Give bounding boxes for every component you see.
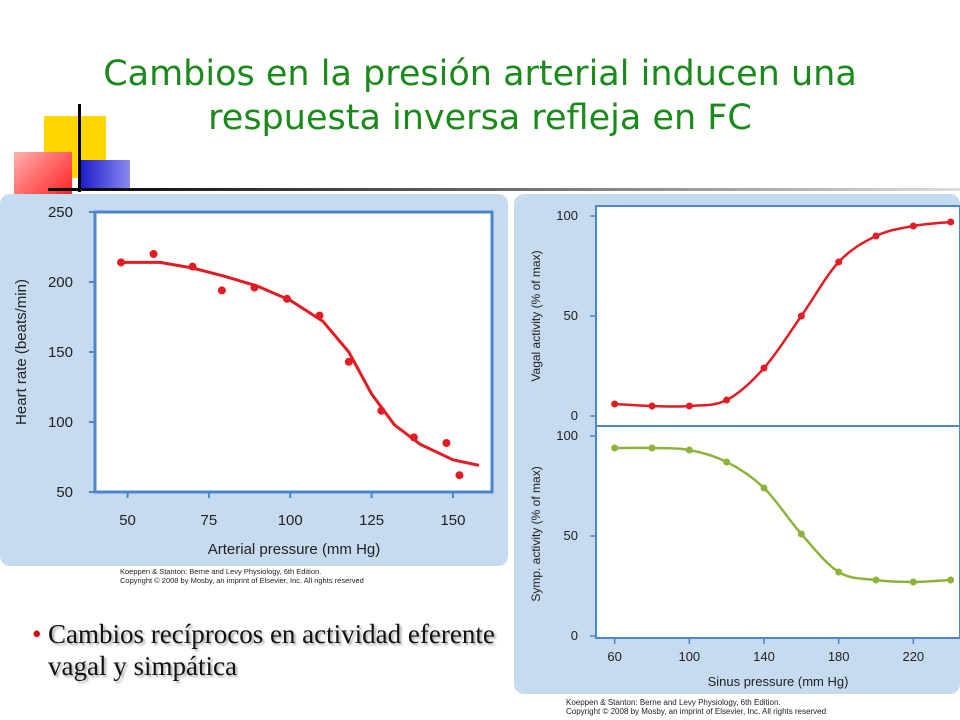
sympathetic-data-point	[685, 446, 693, 454]
vagal-data-point	[685, 402, 693, 410]
right-copyright-credit: Koeppen & Stanton: Berne and Levy Physio…	[566, 698, 826, 716]
vagal-data-point	[872, 232, 880, 240]
left-copyright-credit: Koeppen & Stanton: Berne and Levy Physio…	[120, 567, 364, 585]
sinus-pressure-x-tick-label: 220	[902, 649, 924, 664]
heart-rate-x-axis-label: Arterial pressure (mm Hg)	[208, 541, 381, 558]
heart-rate-data-point	[250, 283, 259, 292]
sympathetic-data-point	[797, 530, 805, 538]
vagal-activity-curve	[614, 220, 951, 408]
heart-rate-y-tick-label: 150	[48, 344, 73, 361]
heart-rate-data-point	[188, 262, 197, 271]
sympathetic-data-point	[611, 444, 619, 452]
sympathetic-data-point	[835, 568, 843, 576]
vagal-data-point	[611, 400, 619, 408]
vagal-data-point	[835, 258, 843, 266]
sinus-pressure-x-tick-label: 180	[828, 649, 850, 664]
bullet-text: Cambios recíprocos en actividad eferente…	[48, 619, 495, 681]
vagal-sympathetic-chart: 0 50 100 0 50 100 60 100 140 180 220 Vagal activit…	[529, 205, 960, 689]
vagal-data-point	[797, 312, 805, 320]
heart-rate-data-point	[344, 357, 353, 366]
heart-rate-data-point	[315, 311, 324, 320]
sympathetic-data-point	[723, 458, 731, 466]
vagal-data-point	[909, 222, 917, 230]
right-credit-line-2: Copyright © 2008 by Mosby, an imprint of…	[566, 707, 827, 716]
heart-rate-data-point	[217, 286, 226, 295]
slide-title-line-1: Cambios en la presión arterial inducen u…	[103, 54, 857, 94]
right-credit-line-1: Koeppen & Stanton: Berne and Levy Physio…	[566, 698, 781, 707]
title-underline	[48, 188, 960, 191]
heart-rate-data-point	[442, 439, 451, 447]
vagal-plot-area	[595, 205, 960, 427]
heart-rate-y-tick-label: 200	[48, 274, 73, 291]
vagal-data-point	[760, 364, 768, 372]
heart-rate-data-point	[282, 294, 291, 303]
sympathetic-data-point	[872, 576, 880, 584]
heart-rate-x-tick-label: 150	[440, 512, 465, 529]
slide-title-line-2: respuesta inversa refleja en FC	[208, 98, 752, 138]
left-credit-line-1: Koeppen & Stanton: Berne and Levy Physio…	[120, 567, 322, 576]
heart-rate-x-tick-label: 75	[201, 512, 218, 529]
vagal-y-tick-label: 0	[571, 408, 578, 423]
sympathetic-data-point	[947, 576, 955, 584]
heart-rate-y-axis-label: Heart rate (beats/min)	[13, 279, 30, 425]
heart-rate-data-point	[455, 471, 464, 480]
sympathetic-y-tick-label: 0	[571, 628, 578, 643]
heart-rate-y-tick-label: 250	[48, 204, 73, 221]
sympathetic-y-tick-label: 50	[564, 528, 578, 543]
heart-rate-y-tick-label: 100	[48, 414, 73, 431]
heart-rate-data-point	[377, 406, 386, 415]
slide-title: Cambios en la presión arterial inducen u…	[40, 52, 920, 140]
sympathetic-activity-curve	[614, 446, 951, 584]
vagal-data-point	[648, 402, 656, 410]
vagal-y-tick-label: 50	[564, 308, 578, 323]
sympathetic-data-point	[760, 484, 768, 492]
decor-blue-square	[80, 160, 130, 188]
heart-rate-data-point	[117, 258, 126, 267]
sympathetic-y-tick-label: 100	[556, 428, 578, 443]
decor-vertical-line	[78, 104, 81, 192]
vagal-data-point	[947, 218, 955, 226]
heart-rate-data-point	[409, 433, 418, 442]
heart-rate-chart: 50 100 150 200 250 50 75 100 125 150 Arterial pre…	[13, 204, 494, 558]
sinus-pressure-x-tick-label: 100	[678, 649, 700, 664]
sympathetic-y-axis-label: Symp. activity (% of max)	[529, 466, 543, 601]
sympathetic-data-point	[648, 444, 656, 452]
sinus-pressure-x-axis-label: Sinus pressure (mm Hg)	[708, 674, 849, 689]
vagal-data-point	[723, 396, 731, 404]
bullet-point: • Cambios recíprocos en actividad eferen…	[32, 618, 552, 682]
bullet-dot: •	[32, 619, 42, 649]
sympathetic-plot-area	[595, 425, 960, 639]
heart-rate-x-tick-label: 100	[278, 512, 303, 529]
vagal-y-axis-label: Vagal activity (% of max)	[529, 250, 543, 381]
heart-rate-y-tick-label: 50	[56, 484, 73, 501]
sympathetic-data-point	[909, 578, 917, 586]
heart-rate-data-point	[149, 250, 158, 258]
heart-rate-x-tick-label: 50	[119, 512, 136, 529]
sinus-pressure-x-tick-label: 60	[607, 649, 621, 664]
heart-rate-x-tick-label: 125	[359, 512, 384, 529]
vagal-y-tick-label: 100	[556, 208, 578, 223]
sinus-pressure-x-tick-label: 140	[753, 649, 775, 664]
left-credit-line-2: Copyright © 2008 by Mosby, an imprint of…	[120, 576, 364, 585]
